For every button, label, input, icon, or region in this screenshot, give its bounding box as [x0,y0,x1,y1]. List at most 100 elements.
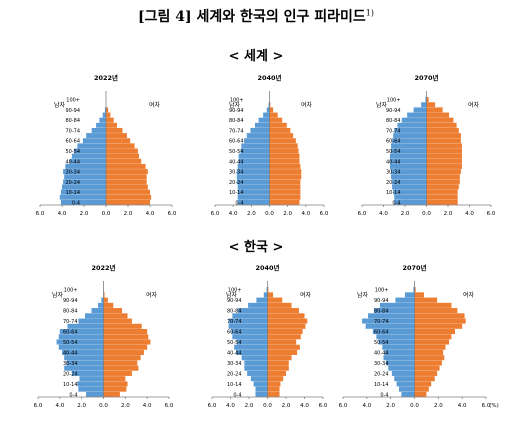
chart-4-male-bar-60-64 [59,329,104,335]
chart-5-male-label: 남자 [226,291,238,299]
figure-title: [그림 4] 세계와 한국의 인구 피라미드1) [0,6,512,26]
chart-4-female-bar-85-89 [103,302,114,308]
chart-5-male-bar-70-74 [228,318,268,324]
chart-1-male-bar-55-59 [77,143,106,149]
chart-2-age-label-50-54: 50-54 [229,149,244,155]
chart-3-title: 2070년 [414,73,438,82]
chart-2-x-tick-label: 2.0 [247,211,256,217]
chart-1-age-label-20-24: 20-24 [65,180,80,186]
chart-4-male-bar-40-44 [62,349,104,355]
chart-2-male-bar-25-29 [236,174,270,180]
chart-5-female-bar-25-29 [267,365,289,371]
chart-5-male-bar-60-64 [231,329,268,335]
chart-3-male-bar-85-89 [407,112,427,118]
chart-4-male-bar-10-14 [77,381,104,387]
chart-3-female-bar-45-49 [426,153,462,159]
chart-2-age-label-30-34: 30-34 [229,170,244,176]
chart-6-x-tick-label: 4.0 [362,403,371,409]
chart-4-male-bar-90-94 [101,297,104,303]
chart-5-age-label-70-74: 70-74 [227,319,242,325]
chart-6-female-bar-35-39 [414,355,445,361]
chart-6-female-bar-85-89 [414,302,452,308]
chart-5-male-bar-50-54 [236,339,268,345]
chart-6-female-bar-100+ [414,287,416,293]
chart-4-x-tick-label: 6.0 [34,403,43,409]
chart-3-female-bar-50-54 [426,148,462,154]
chart-4-x-tick-label: 4.0 [143,403,152,409]
chart-6-male-bar-10-14 [396,381,415,387]
chart-6-female-bar-40-44 [414,349,444,355]
chart-1-female-bar-25-29 [106,174,147,180]
chart-5-female-bar-95-99 [267,292,274,298]
chart-2-female-bar-30-34 [269,169,302,175]
chart-5-female-bar-0-4 [267,391,280,397]
chart-3-male-bar-55-59 [391,143,427,149]
chart-5-x-tick-label: 2.0 [282,403,291,409]
chart-6-male-bar-65-69 [365,323,415,329]
chart-6-male-bar-100+ [413,287,415,293]
chart-6-female-bar-25-29 [414,365,440,371]
chart-5-x-tick-label: 2.0 [245,403,254,409]
chart-4-age-label-40-44: 40-44 [63,350,78,356]
chart-2-female-bar-20-24 [269,179,301,185]
chart-1-male-bar-60-64 [82,138,106,144]
chart-1-male-bar-50-54 [74,148,106,154]
chart-2-female-bar-40-44 [269,158,300,164]
chart-4-female-bar-75-79 [103,313,128,319]
chart-4-male-label: 남자 [52,291,64,299]
chart-6-age-label-50-54: 50-54 [374,340,389,346]
chart-6-x-unit: (%) [489,403,499,409]
chart-2-female-bar-35-39 [269,163,301,169]
chart-5-age-label-40-44: 40-44 [227,350,242,356]
chart-2-x-tick-label: 4.0 [229,211,238,217]
chart-1-female-bar-60-64 [106,138,131,144]
chart-6-female-bar-55-59 [414,334,452,340]
chart-2-male-bar-45-49 [238,153,270,159]
chart-4-female-bar-60-64 [103,329,148,335]
chart-5-x-tick-label: 4.0 [300,403,309,409]
chart-3-age-label-70-74: 70-74 [386,128,401,134]
chart-6-age-label-20-24: 20-24 [374,371,389,377]
chart-5-female-bar-45-49 [267,344,300,350]
chart-5-female-bar-85-89 [267,302,292,308]
chart-6-male-bar-5-9 [399,386,415,392]
chart-3-female-bar-80-84 [426,117,454,123]
chart-1-female-bar-10-14 [106,189,150,195]
chart-1-female-bar-40-44 [106,158,142,164]
chart-2-male-bar-90-94 [266,107,270,113]
chart-2-female-bar-90-94 [269,107,274,113]
chart-1-female-bar-65-69 [106,133,127,139]
chart-5-male-bar-10-14 [253,381,268,387]
chart-4-x-tick-label: 2.0 [77,403,86,409]
chart-6-male-bar-0-4 [401,391,415,397]
chart-1-x-tick-label: 2.0 [80,211,89,217]
chart-6-x-tick-label: 6.0 [482,403,491,409]
footnote-mark: 1) [365,8,374,18]
chart-4-male-bar-20-24 [71,370,104,376]
chart-3-age-label-60-64: 60-64 [386,139,401,145]
chart-3-male-bar-70-74 [394,127,427,133]
chart-2-female-bar-0-4 [269,199,300,205]
chart-3-female-bar-60-64 [426,138,461,144]
chart-5-female-bar-40-44 [267,349,298,355]
chart-1-age-label-0-4: 0-4 [72,200,80,206]
chart-5-male-bar-45-49 [234,344,268,350]
chart-4-male-bar-25-29 [64,365,104,371]
chart-6-age-label-10-14: 10-14 [374,382,389,388]
chart-2-male-bar-5-9 [237,194,270,200]
chart-1-female-bar-35-39 [106,163,146,169]
chart-3-male-bar-15-19 [392,184,427,190]
chart-1-female-bar-70-74 [106,127,123,133]
chart-1-age-label-10-14: 10-14 [65,190,80,196]
chart-6-male-bar-75-79 [368,313,415,319]
chart-6-female-bar-95-99 [414,292,425,298]
chart-1-male-label: 남자 [54,101,66,109]
chart-6-female-bar-10-14 [414,381,432,387]
chart-2-male-bar-40-44 [238,158,270,164]
chart-5-female-bar-75-79 [267,313,305,319]
chart-3-female-bar-70-74 [426,127,459,133]
chart-2-female-bar-60-64 [269,138,296,144]
chart-3-male-bar-0-4 [394,199,427,205]
chart-5-age-label-10-14: 10-14 [227,382,242,388]
chart-1-female-bar-80-84 [106,117,114,123]
